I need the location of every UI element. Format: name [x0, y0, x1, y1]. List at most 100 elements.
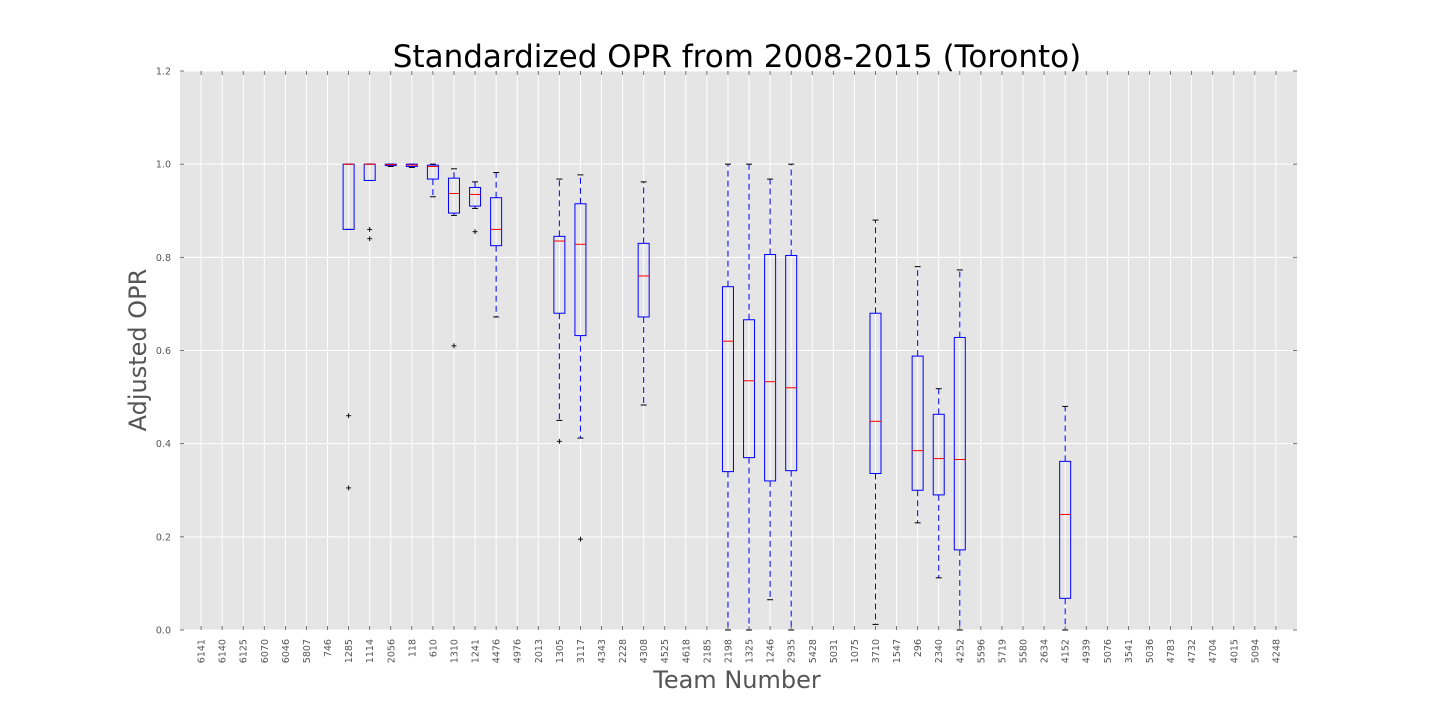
box-body: [447, 177, 460, 214]
y-tick-label: 0.0: [156, 626, 171, 637]
box-team-4252: [953, 269, 966, 631]
x-tick-label: 4732: [1187, 639, 1198, 663]
x-tick-label: 3710: [871, 639, 882, 663]
x-tick-label: 4704: [1208, 639, 1219, 663]
box-body: [553, 235, 566, 314]
x-tick-label: 4525: [660, 639, 671, 663]
x-tick-label: 4248: [1271, 639, 1282, 663]
box-body: [426, 164, 439, 180]
y-tick-label: 0.4: [156, 439, 171, 450]
box-team-1310: [447, 168, 460, 349]
x-tick-label: 4015: [1229, 639, 1240, 663]
x-tick-label: 6141: [197, 639, 208, 663]
x-axis-label: Team Number: [652, 666, 821, 694]
x-tick-label: 5807: [302, 639, 313, 663]
flier-point: [346, 413, 352, 419]
x-tick-label: 2185: [702, 639, 713, 663]
y-tick-label: 0.8: [156, 253, 171, 264]
box-body: [490, 197, 503, 247]
flier-point: [451, 343, 457, 349]
box-team-1305: [553, 178, 566, 444]
y-axis-label: Adjusted OPR: [124, 269, 152, 432]
x-tick-label: 118: [407, 639, 418, 657]
box-team-4308: [637, 181, 650, 406]
box-body: [785, 254, 798, 472]
x-tick-label: 5076: [1103, 639, 1114, 663]
box-body: [869, 312, 882, 474]
x-tick-label: 296: [913, 639, 924, 657]
x-tick-label: 1305: [555, 639, 566, 663]
box-body: [743, 319, 756, 459]
x-tick-label: 5036: [1145, 639, 1156, 663]
x-tick-label: 4343: [597, 639, 608, 663]
y-tick-label: 1.0: [156, 160, 171, 171]
box-team-1114: [363, 163, 376, 242]
box-team-3710: [869, 219, 882, 625]
x-tick-label: 1310: [449, 639, 460, 663]
flier-point: [367, 226, 373, 232]
x-tick-label: 4252: [955, 639, 966, 663]
box-body: [911, 355, 924, 491]
y-tick-label: 0.6: [156, 346, 171, 357]
x-tick-label: 2634: [1040, 639, 1051, 663]
box-body: [637, 242, 650, 318]
flier-point: [472, 229, 478, 235]
x-tick-label: 2340: [934, 639, 945, 663]
x-tick-label: 4618: [681, 639, 692, 663]
x-tick-label: 6070: [260, 639, 271, 663]
x-tick-label: 1547: [892, 639, 903, 663]
box-team-1325: [743, 163, 756, 631]
box-team-296: [911, 266, 924, 524]
box-team-2198: [721, 163, 734, 631]
axes: 0.0 0.2 0.4 0.6 0.8 1.0 1.2 6141 6140 6125 6070 604…: [156, 67, 1297, 663]
flier-point: [346, 485, 352, 491]
box-team-2056: [384, 163, 397, 167]
x-tick-label: 3117: [576, 639, 587, 663]
x-tick-label: 6125: [239, 639, 250, 663]
x-tick-label: 1285: [344, 639, 355, 663]
box-team-2935: [785, 163, 798, 631]
x-tick-label: 746: [323, 639, 334, 657]
box-team-4476: [490, 172, 503, 318]
x-tick-label: 5580: [1019, 639, 1030, 663]
box-body: [953, 336, 966, 551]
x-tick-label: 5094: [1250, 639, 1261, 663]
box-team-1246: [764, 178, 777, 601]
x-tick-label: 6046: [281, 639, 292, 663]
x-tick-label: 5031: [829, 639, 840, 663]
box-body: [764, 254, 777, 482]
box-team-1241: [469, 181, 482, 235]
x-tick-label: 5428: [808, 639, 819, 663]
x-tick-label: 4939: [1082, 639, 1093, 663]
x-tick-label: 610: [428, 639, 439, 657]
x-tick-label: 1075: [850, 639, 861, 663]
x-tick-label: 2228: [618, 639, 629, 663]
x-tick-label: 4476: [492, 639, 503, 663]
x-tick-label: 6140: [218, 639, 229, 663]
x-tick-label: 4783: [1166, 639, 1177, 663]
x-tick-label: 1325: [745, 639, 756, 663]
y-tick-label: 1.2: [156, 67, 171, 78]
box-team-118: [405, 163, 418, 168]
chart-title: Standardized OPR from 2008-2015 (Toronto…: [393, 39, 1081, 75]
x-tick-label: 2198: [723, 639, 734, 663]
flier-point: [577, 536, 583, 542]
x-tick-label: 4976: [513, 639, 524, 663]
x-tick-label: 2056: [386, 639, 397, 663]
x-tick-label: 2935: [787, 639, 798, 663]
box-team-1285: [342, 163, 355, 491]
x-tick-label: 4152: [1061, 639, 1072, 663]
x-tick-label: 4308: [639, 639, 650, 663]
box-team-3117: [574, 174, 587, 542]
box-body: [469, 186, 482, 207]
flier-point: [556, 438, 562, 444]
x-tick-label: 1246: [766, 639, 777, 663]
x-tick-label: 1241: [471, 639, 482, 663]
box-body: [932, 413, 945, 496]
box-body: [1059, 460, 1072, 599]
box-series: [342, 163, 1072, 631]
x-tick-label: 5719: [997, 639, 1008, 663]
x-tick-label: 1114: [365, 639, 376, 663]
x-tick-label: 2013: [534, 639, 545, 663]
